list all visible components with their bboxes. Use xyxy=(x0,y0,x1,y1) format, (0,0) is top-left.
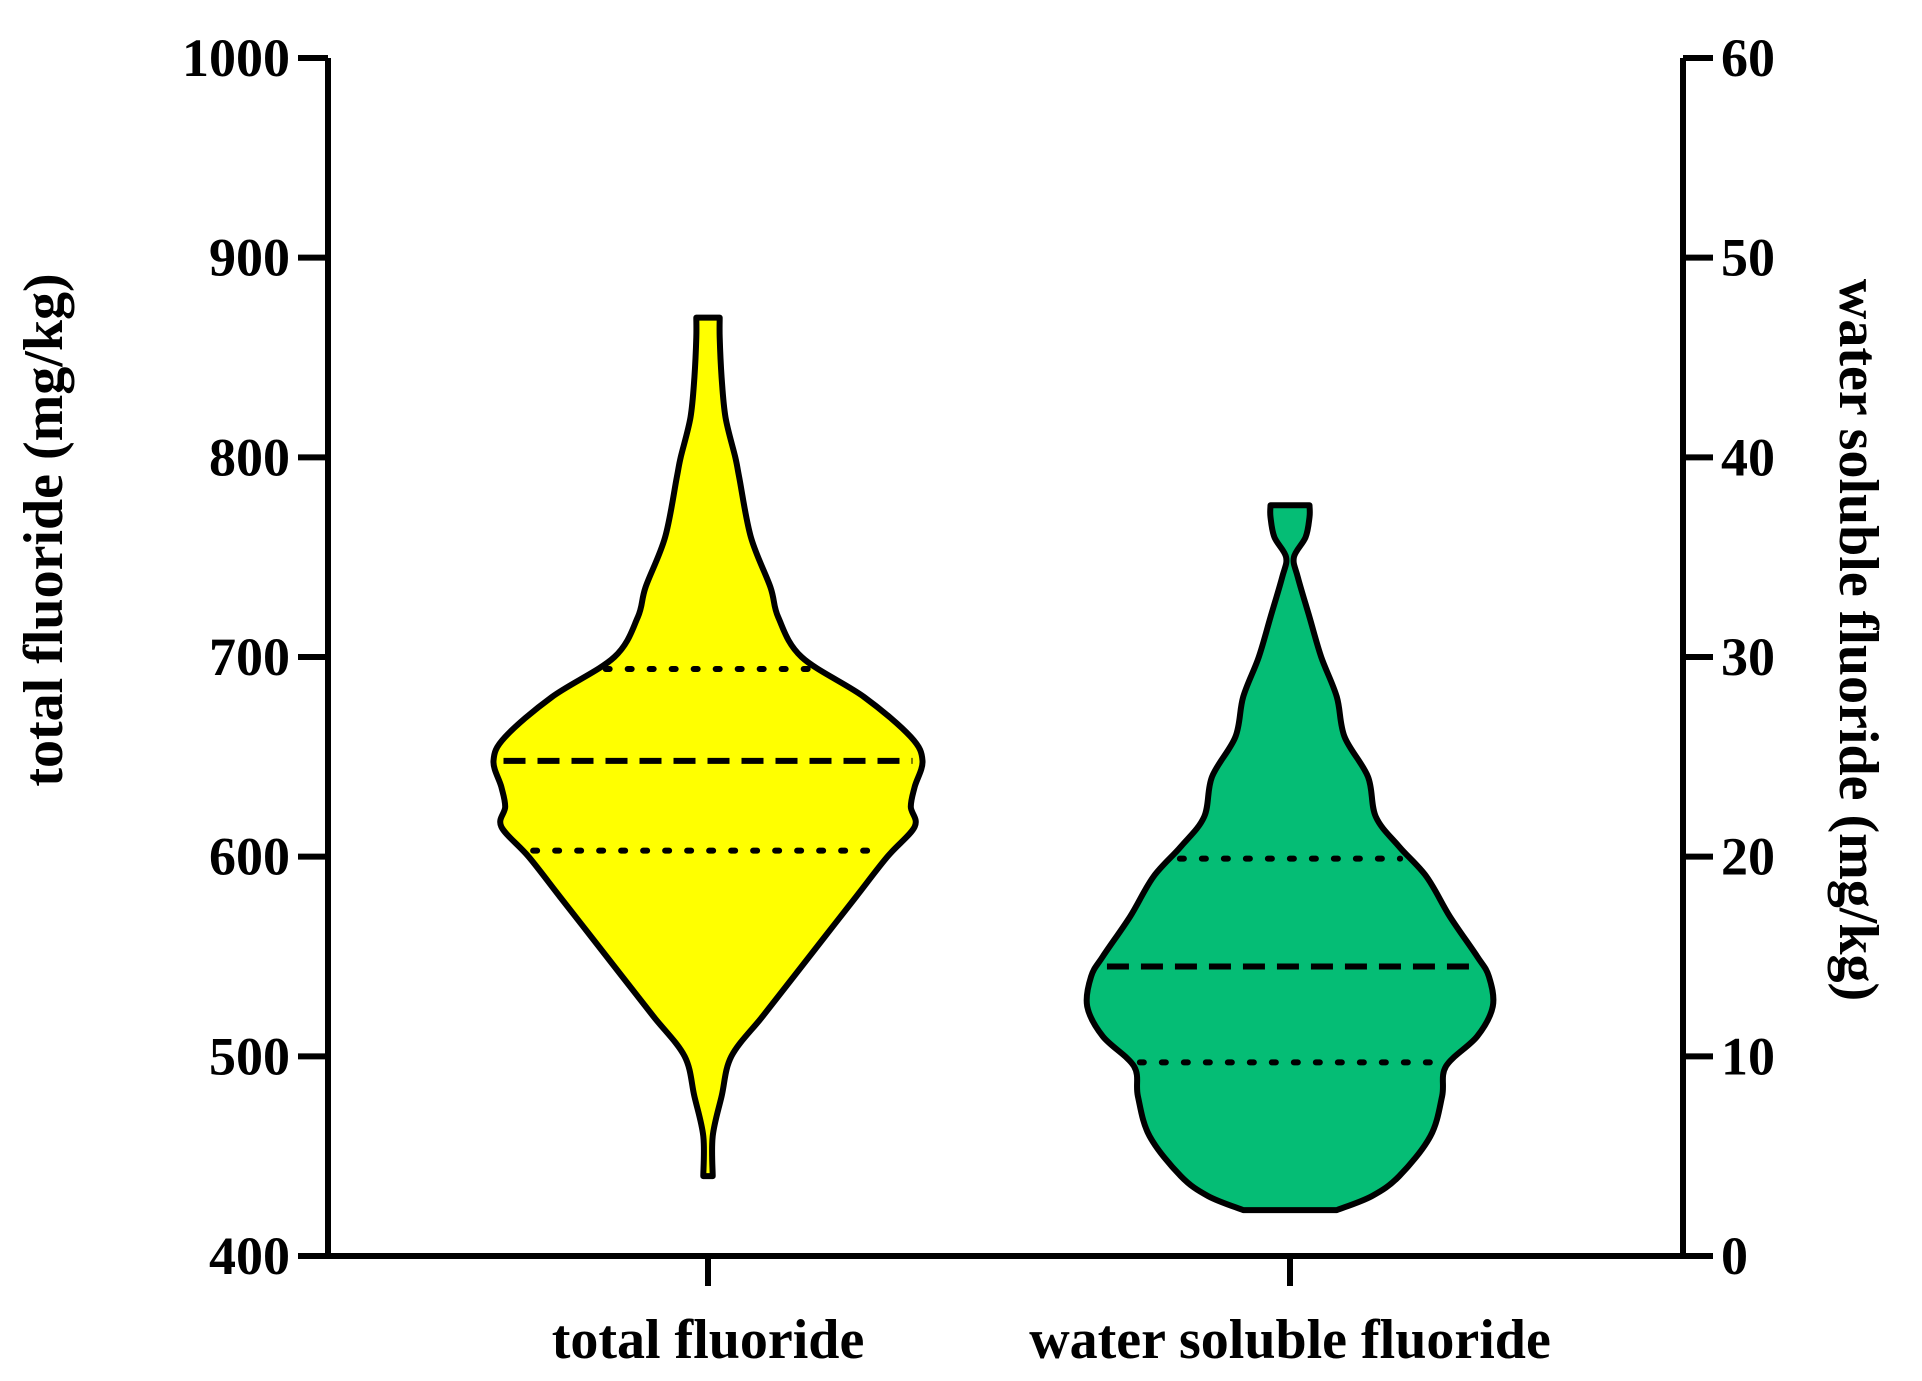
category-label: water soluble fluoride xyxy=(1029,1309,1551,1371)
left-tick-label: 400 xyxy=(209,1226,290,1286)
right-tick-label: 30 xyxy=(1721,627,1775,687)
left-tick-label: 500 xyxy=(209,1026,290,1086)
right-tick-label: 0 xyxy=(1721,1226,1748,1286)
left-tick-label: 900 xyxy=(209,228,290,288)
ticks: 400 500 600 700 800 900 1000 0 10 20 30 40 50 60 total… xyxy=(182,28,1775,1371)
right-axis-title: water soluble fluoride (mg/kg) xyxy=(1827,279,1889,1001)
violin-water-soluble-fluoride xyxy=(1083,502,1497,1214)
axes xyxy=(325,58,1686,1259)
right-tick-label: 10 xyxy=(1721,1026,1775,1086)
right-tick-label: 60 xyxy=(1721,28,1775,88)
category-label: total fluoride xyxy=(552,1309,865,1371)
violin-total-fluoride xyxy=(490,314,926,1180)
left-tick-label: 700 xyxy=(209,627,290,687)
violins xyxy=(490,314,1497,1214)
right-tick-label: 40 xyxy=(1721,427,1775,487)
left-axis-title: total fluoride (mg/kg) xyxy=(13,273,75,786)
violin-body xyxy=(490,314,926,1180)
right-tick-label: 20 xyxy=(1721,827,1775,887)
left-tick-label: 800 xyxy=(209,427,290,487)
right-tick-label: 50 xyxy=(1721,228,1775,288)
left-tick-label: 600 xyxy=(209,827,290,887)
left-tick-label: 1000 xyxy=(182,28,290,88)
